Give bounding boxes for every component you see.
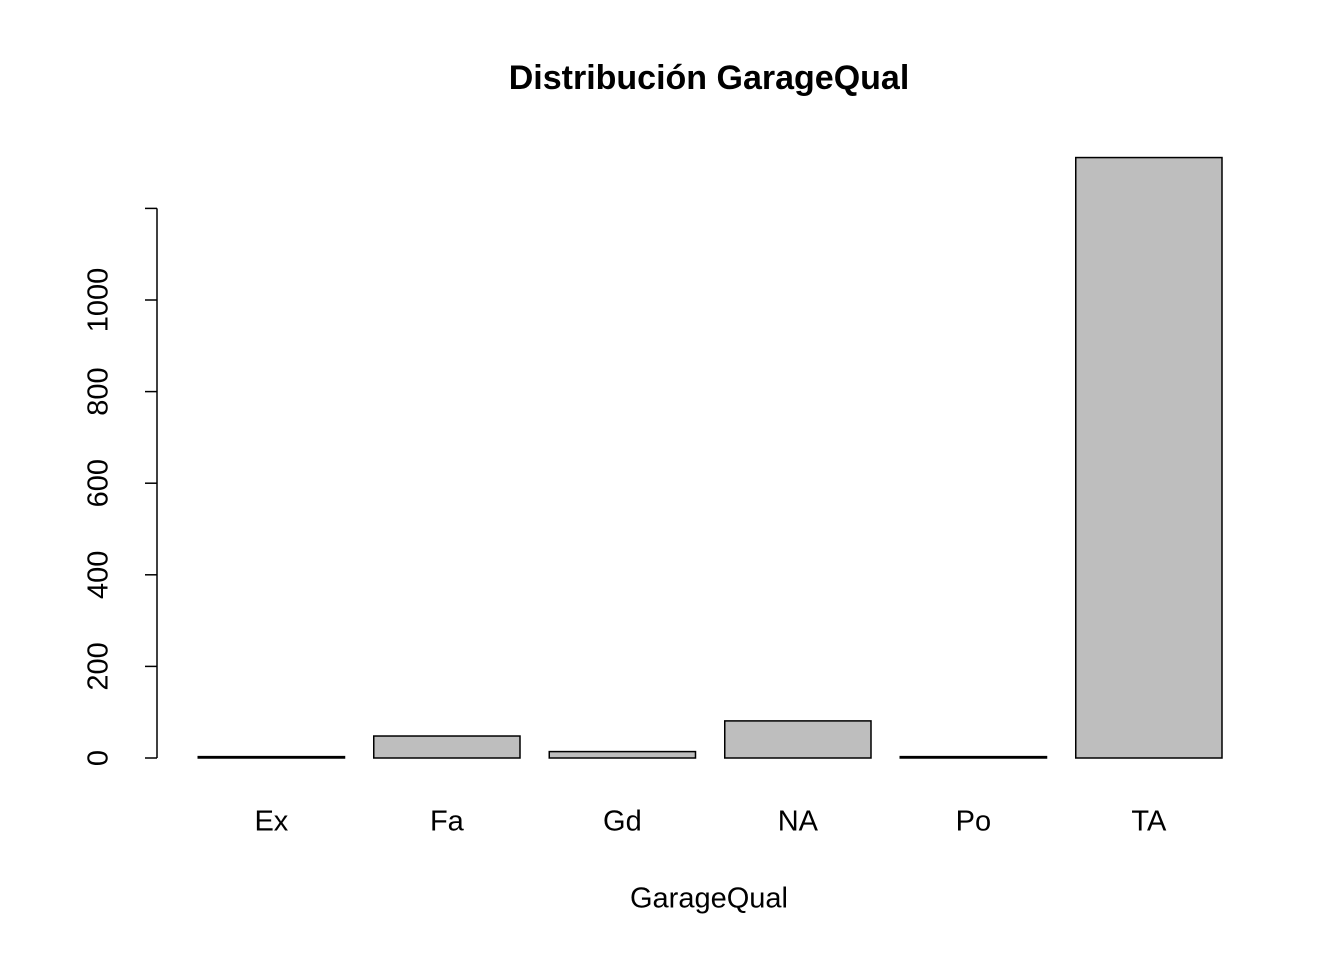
bar [724,720,872,759]
y-tick-label: 0 [83,750,115,766]
bar [1075,156,1223,759]
bar [197,755,346,759]
y-tick-label: 800 [83,367,115,415]
bar [548,750,697,759]
bar [899,755,1048,759]
x-tick-label: TA [1131,806,1167,838]
x-axis-label: GarageQual [630,883,788,915]
chart-title: Distribución GarageQual [509,59,910,97]
x-tick-label: Ex [254,806,288,838]
y-tick-label: 600 [83,459,115,507]
y-tick-label: 400 [83,551,115,599]
x-tick-label: Gd [603,806,642,838]
y-tick-label: 200 [83,642,115,690]
y-tick-label: 1000 [83,268,115,333]
bar [373,735,521,759]
x-tick-label: Po [956,806,991,838]
x-tick-label: NA [778,806,819,838]
x-tick-label: Fa [430,806,465,838]
